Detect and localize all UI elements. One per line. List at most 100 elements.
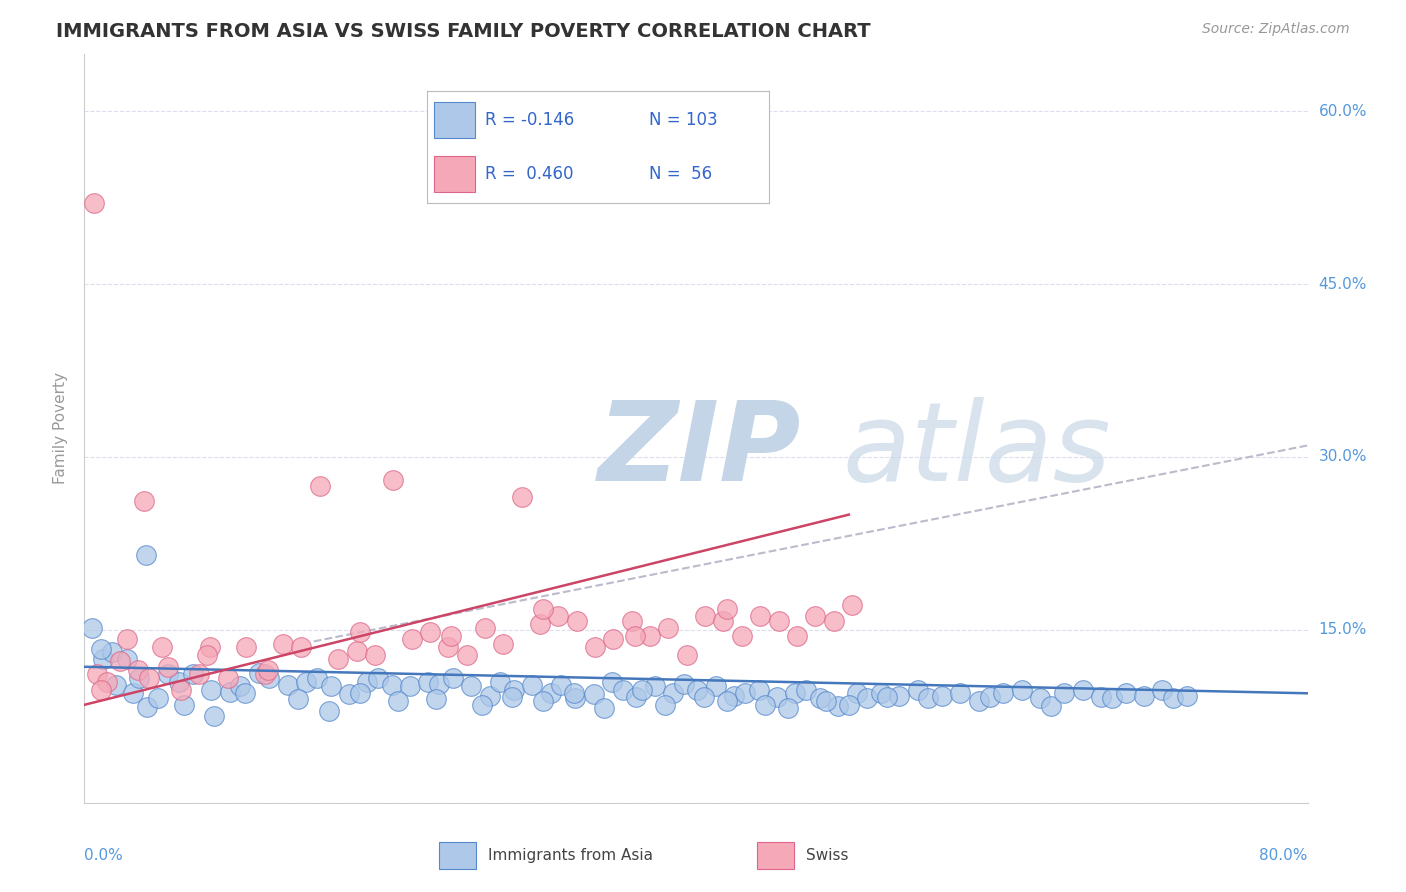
Point [845,686,868,700]
Point [115,632,138,646]
Point [319,679,342,693]
Text: 80.0%: 80.0% [1260,847,1308,863]
Point [80,621,103,635]
Point [229,679,252,693]
Point [550,678,572,692]
Point [502,690,524,704]
Point [626,690,648,704]
Y-axis label: Family Poverty: Family Poverty [53,372,69,484]
Point [602,632,624,646]
Point [565,614,588,628]
Point [135,548,157,562]
Point [105,678,128,692]
Point [870,686,893,700]
Point [138,671,160,685]
Point [305,671,328,685]
Point [259,671,281,685]
Point [367,671,389,685]
Point [823,614,845,628]
Point [654,698,676,712]
Point [785,686,807,700]
Point [382,473,405,487]
Point [582,688,605,702]
Point [748,682,770,697]
Point [425,692,447,706]
Point [290,640,312,655]
Point [593,701,616,715]
Point [115,651,138,665]
Point [195,648,218,663]
Point [427,677,450,691]
Point [562,686,585,700]
Point [146,690,169,705]
Point [510,491,533,505]
Point [157,660,180,674]
Text: atlas: atlas [842,397,1111,504]
Point [1090,690,1112,704]
Point [1011,682,1033,697]
Point [337,688,360,702]
Point [731,629,754,643]
Point [672,677,695,691]
Point [91,651,114,665]
Point [308,479,330,493]
Point [695,609,717,624]
Point [804,609,827,624]
Point [1039,698,1062,713]
Point [704,679,727,693]
Point [253,666,276,681]
Point [907,682,929,697]
Point [1053,686,1076,700]
Point [101,645,124,659]
Point [170,682,193,697]
Point [157,666,180,681]
Point [794,682,817,697]
Point [531,602,554,616]
Point [754,698,776,712]
Text: 45.0%: 45.0% [1319,277,1367,292]
Point [529,617,551,632]
Point [198,640,221,655]
Point [83,196,105,211]
Point [624,629,647,643]
Point [827,698,849,713]
Point [1115,686,1137,700]
Point [478,689,501,703]
Point [202,709,225,723]
Point [967,694,990,708]
Point [993,686,1015,700]
Point [814,694,837,708]
Point [90,682,112,697]
Point [188,666,211,681]
Point [808,690,831,705]
Point [612,682,634,697]
Point [418,674,440,689]
Point [132,493,155,508]
Point [662,686,685,700]
Point [723,689,745,703]
Point [200,682,222,697]
Text: Source: ZipAtlas.com: Source: ZipAtlas.com [1202,22,1350,37]
Point [675,648,697,663]
Point [917,690,939,705]
Point [856,690,879,705]
Point [346,643,368,657]
Point [838,698,860,712]
Point [638,629,661,643]
Point [1133,689,1156,703]
Point [167,674,190,689]
Point [876,690,898,704]
Point [644,679,666,693]
Point [235,640,257,655]
Point [716,602,738,616]
Point [437,640,460,655]
Point [173,698,195,712]
Point [86,666,108,681]
Point [150,640,173,655]
Point [287,692,309,706]
Point [218,685,240,699]
Text: 30.0%: 30.0% [1319,450,1367,465]
Point [471,698,494,712]
Point [364,648,387,663]
Point [399,679,422,693]
